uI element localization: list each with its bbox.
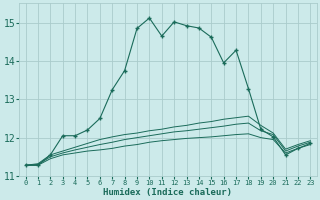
X-axis label: Humidex (Indice chaleur): Humidex (Indice chaleur) xyxy=(103,188,232,197)
